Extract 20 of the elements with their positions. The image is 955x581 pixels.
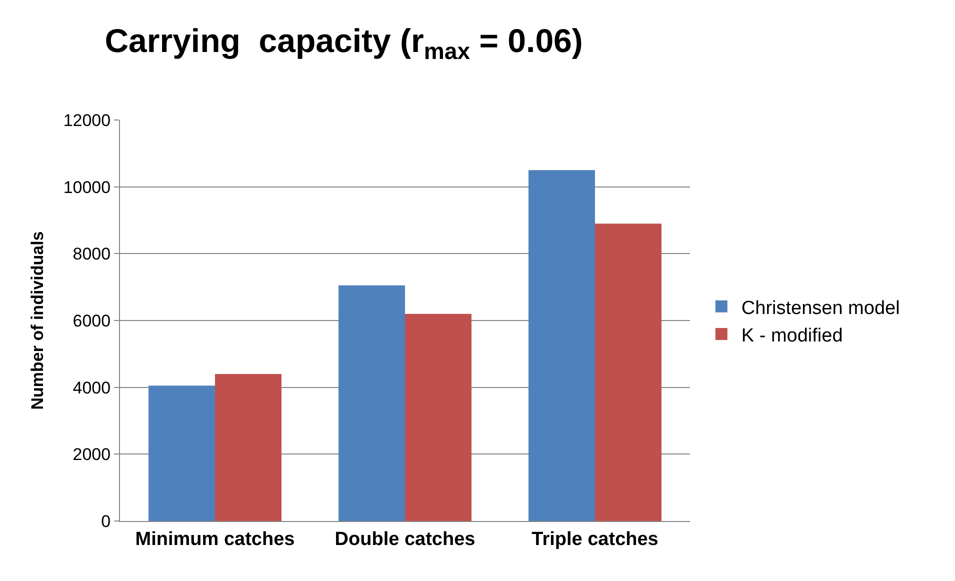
bar — [595, 224, 662, 521]
y-tick-label: 10000 — [63, 178, 111, 197]
chart-title: Carrying capacity (r$_{max}$ = 0.06) — [104, 22, 583, 64]
y-tick-label: 8000 — [72, 244, 111, 264]
y-tick-label: 6000 — [72, 311, 111, 330]
bar — [405, 314, 472, 521]
bar — [215, 374, 282, 521]
x-tick-label: Minimum catches — [135, 528, 295, 550]
legend-label: K - modified — [741, 325, 843, 346]
bar — [528, 170, 595, 521]
bar — [148, 386, 215, 521]
legend-label: Christensen model — [741, 298, 900, 319]
y-tick-label: 0 — [101, 512, 111, 531]
x-tick-label: Triple catches — [532, 528, 658, 550]
y-tick-label: 4000 — [72, 378, 111, 398]
y-axis-title: Number of individuals — [28, 231, 47, 410]
x-tick-label: Double catches — [334, 528, 476, 550]
y-tick-label: 2000 — [72, 445, 111, 464]
bar — [338, 285, 405, 521]
y-tick-label: 12000 — [63, 110, 111, 130]
